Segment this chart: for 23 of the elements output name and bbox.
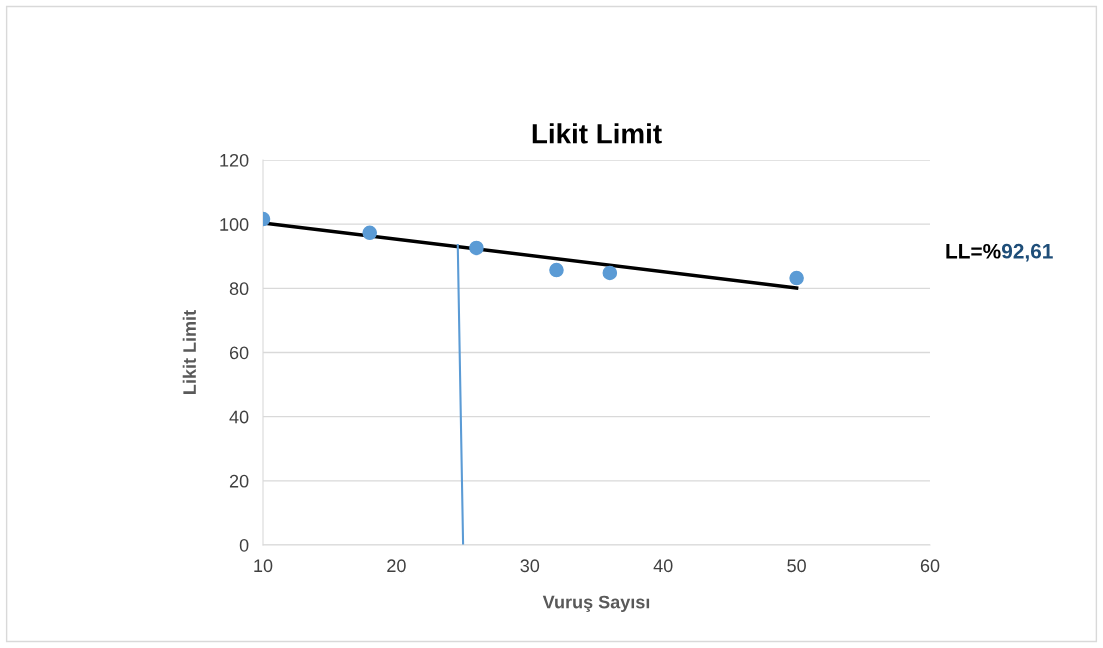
y-tick-label: 20	[229, 474, 249, 488]
x-tick-label: 40	[653, 559, 673, 573]
x-tick-label: 60	[920, 559, 940, 573]
y-tick-label: 80	[229, 282, 249, 296]
x-tick-label: 10	[254, 559, 273, 573]
text: LL=%	[946, 243, 1001, 259]
chart-title: Likit Limit	[532, 123, 662, 144]
point	[469, 240, 484, 256]
y-tick-label: 100	[220, 218, 249, 231]
point	[602, 265, 618, 281]
y-tick-label: 0	[239, 538, 249, 552]
x-tick-label: 30	[520, 559, 540, 573]
y-tick-label: 40	[229, 410, 249, 424]
y-tick-label: 120	[220, 153, 249, 167]
x-tick-label: 50	[787, 559, 806, 573]
y-axis-title: Likit Limit	[182, 310, 196, 394]
point	[549, 262, 564, 278]
point	[362, 225, 378, 241]
point	[789, 270, 804, 286]
y-tick-label: 60	[229, 346, 249, 360]
x-tick-label: 20	[387, 559, 406, 573]
text: 92,61	[1001, 243, 1053, 262]
x-axis-title: Vuruş Sayısı	[542, 595, 650, 612]
